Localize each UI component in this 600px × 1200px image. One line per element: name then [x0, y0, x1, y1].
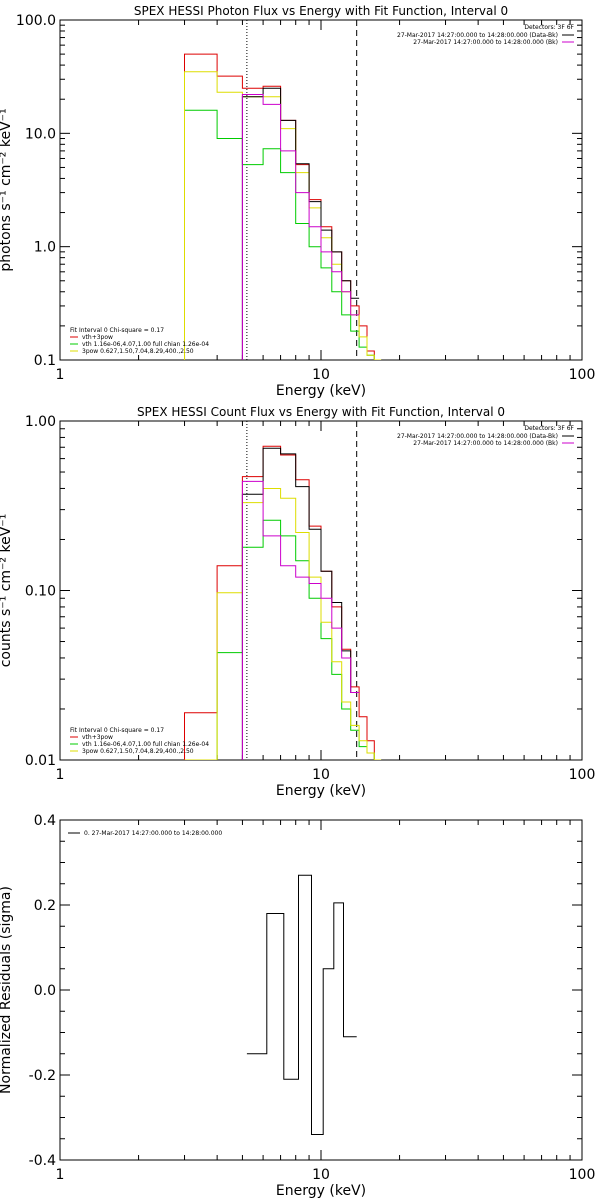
legend-entry-text: 27-Mar-2017 14:27:00.000 to 14:28:00.000…	[397, 433, 558, 440]
y-tick-label: 0.01	[25, 753, 56, 769]
x-tick-label: 100	[569, 367, 596, 383]
y-tick-label: 0.4	[34, 813, 56, 829]
fit-legend-entry: vth 1.16e-06,4.07,1.00 full chian 1.26e-…	[82, 341, 209, 348]
legend-entry-text: 0. 27-Mar-2017 14:27:00.000 to 14:28:00.…	[84, 830, 222, 837]
series-step-line	[184, 53, 382, 360]
x-tick-label: 100	[569, 1167, 596, 1183]
legend-entry-text: 27-Mar-2017 14:27:00.000 to 14:28:00.000…	[413, 39, 558, 46]
y-axis-label: photons s⁻¹ cm⁻² keV⁻¹	[0, 108, 14, 271]
x-axis-label: Energy (keV)	[276, 383, 366, 399]
y-tick-label: 0.0	[34, 983, 56, 999]
plot-frame	[59, 819, 583, 1161]
series-group	[246, 874, 357, 1135]
x-tick-label: 10	[312, 1167, 330, 1183]
y-tick-label: -0.4	[29, 1153, 56, 1169]
series-step-line	[184, 488, 382, 760]
x-tick-label: 10	[312, 767, 330, 783]
series-step-line	[246, 874, 357, 1135]
x-axis-label: Energy (keV)	[276, 783, 366, 799]
y-axis-label: counts s⁻¹ cm⁻² keV⁻¹	[0, 514, 14, 668]
series-step-line	[184, 71, 382, 360]
series-step-line	[184, 445, 382, 760]
y-tick-label: 0.1	[34, 353, 56, 369]
fit-legend-header: Fit Interval 0 Chi-square = 0.17	[70, 727, 164, 734]
x-axis-label: Energy (keV)	[276, 1183, 366, 1199]
series-step-line	[241, 480, 360, 760]
y-tick-label: 0.2	[34, 898, 56, 914]
y-tick-label: 1.0	[34, 240, 56, 256]
legend-entry-text: 27-Mar-2017 14:27:00.000 to 14:28:00.000…	[397, 32, 558, 39]
plot-frame	[59, 19, 583, 361]
series-step-line	[184, 109, 382, 360]
fit-legend-entry: vth+3pow	[82, 734, 113, 741]
y-axis-label: Normalized Residuals (sigma)	[0, 886, 14, 1094]
fit-legend-entry: vth 1.16e-06,4.07,1.00 full chian 1.26e-…	[82, 741, 209, 748]
fit-legend-entry: 3pow 0.627,1.50,7.04,8.29,400.,2.50	[82, 748, 194, 755]
y-tick-label: 1.00	[25, 414, 56, 430]
series-step-line	[241, 447, 360, 760]
series-group	[184, 445, 382, 760]
series-step-line	[241, 94, 360, 360]
y-tick-label: 0.10	[25, 584, 56, 600]
x-tick-label: 1	[56, 767, 65, 783]
chart-title: SPEX HESSI Photon Flux vs Energy with Fi…	[134, 4, 508, 18]
fit-legend-entry: vth+3pow	[82, 334, 113, 341]
y-tick-label: 10.0	[25, 126, 56, 142]
x-tick-label: 1	[56, 367, 65, 383]
x-tick-label: 10	[312, 367, 330, 383]
x-tick-label: 100	[569, 767, 596, 783]
series-step-line	[241, 87, 360, 360]
legend-header: Detectors: 3F 6F	[524, 425, 574, 432]
y-tick-label: -0.2	[29, 1068, 56, 1084]
chart-title: SPEX HESSI Count Flux vs Energy with Fit…	[137, 405, 505, 419]
fit-legend-header: Fit Interval 0 Chi-square = 0.17	[70, 327, 164, 334]
series-group	[184, 53, 382, 360]
x-tick-label: 1	[56, 1167, 65, 1183]
legend-header: Detectors: 3F 6F	[524, 24, 574, 31]
fit-legend-entry: 3pow 0.627,1.50,7.04,8.29,400.,2.50	[82, 348, 194, 355]
y-tick-label: 100.0	[16, 13, 56, 29]
series-step-line	[184, 519, 382, 760]
legend-entry-text: 27-Mar-2017 14:27:00.000 to 14:28:00.000…	[413, 440, 558, 447]
